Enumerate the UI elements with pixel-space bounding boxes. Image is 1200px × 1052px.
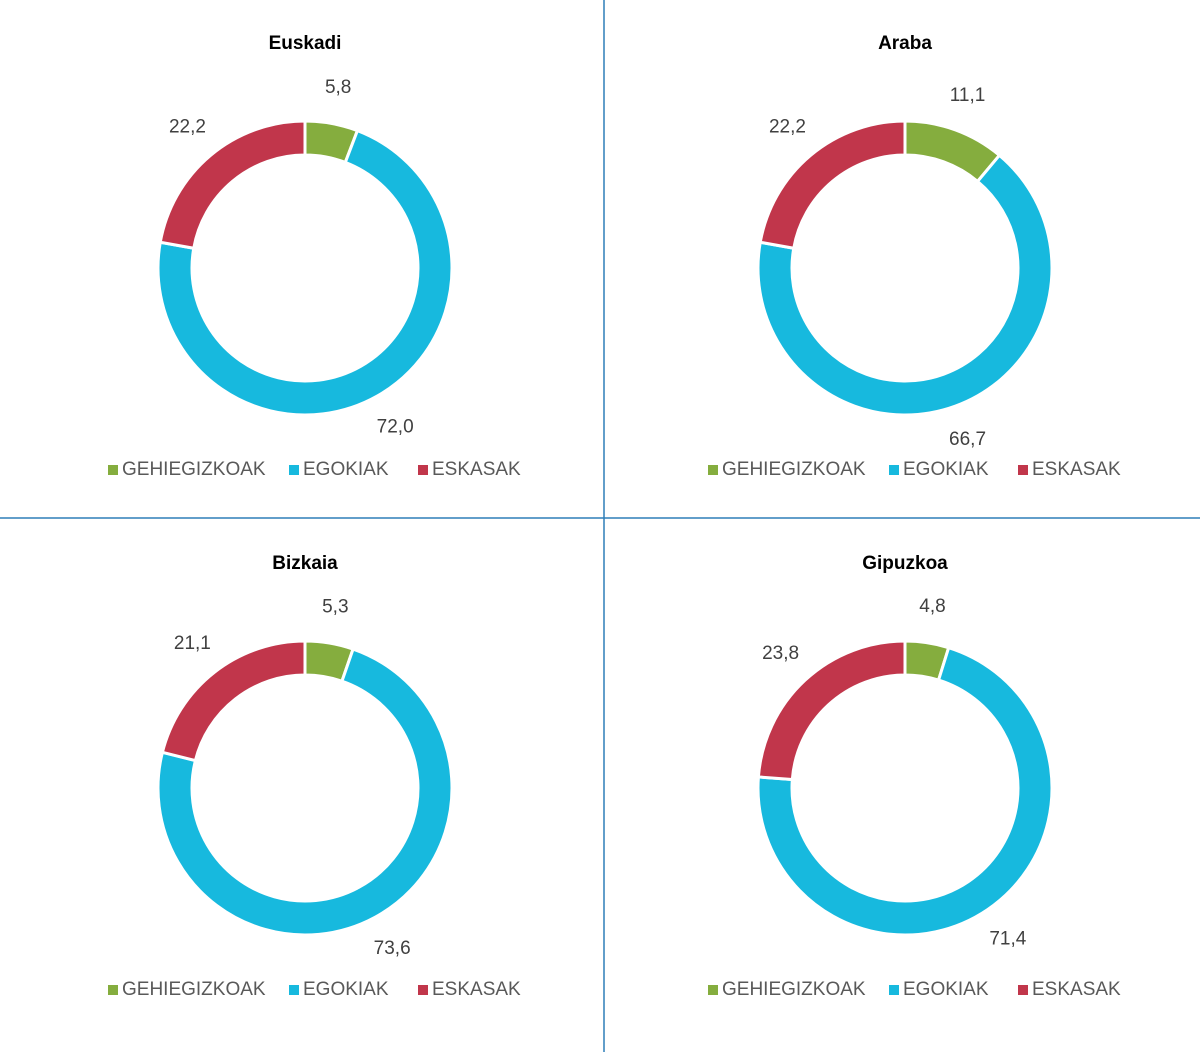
legend-label: ESKASAK [1032, 979, 1121, 1000]
legend-label: EGOKIAK [903, 459, 989, 480]
legend-swatch [1018, 465, 1028, 475]
legend-label: ESKASAK [1032, 459, 1121, 480]
legend-label: GEHIEGIZKOAK [722, 459, 866, 480]
data-label: 72,0 [377, 416, 414, 437]
donut-segment [156, 647, 454, 937]
legend-swatch [418, 465, 428, 475]
data-label: 5,8 [325, 77, 351, 98]
data-label: 71,4 [989, 928, 1026, 949]
legend-label: EGOKIAK [303, 459, 389, 480]
legend-swatch [708, 985, 718, 995]
data-label: 4,8 [919, 596, 945, 617]
data-label: 5,3 [322, 597, 348, 618]
legend-swatch [418, 985, 428, 995]
donut-segment [758, 119, 907, 250]
data-label: 66,7 [949, 429, 986, 450]
legend-label: EGOKIAK [303, 979, 389, 1000]
chart-title: Gipuzkoa [862, 553, 948, 574]
data-label: 22,2 [169, 117, 206, 138]
legend-label: ESKASAK [432, 459, 521, 480]
data-label: 22,2 [769, 117, 806, 138]
legend-swatch [108, 465, 118, 475]
chart-title: Bizkaia [272, 553, 338, 574]
legend-swatch [1018, 985, 1028, 995]
data-label: 11,1 [950, 85, 986, 106]
legend-label: GEHIEGIZKOAK [122, 459, 266, 480]
donut-segment [756, 153, 1054, 417]
legend-swatch [889, 465, 899, 475]
legend-swatch [289, 465, 299, 475]
donut-segment [756, 639, 907, 782]
legend-swatch [289, 985, 299, 995]
data-label: 73,6 [374, 938, 411, 959]
donut-segment [156, 128, 454, 417]
chart-title: Araba [878, 33, 932, 54]
legend-label: EGOKIAK [903, 979, 989, 1000]
donut-segment [158, 119, 307, 250]
chart-title: Euskadi [269, 33, 342, 54]
legend-swatch [889, 985, 899, 995]
data-label: 23,8 [762, 643, 799, 664]
legend-label: ESKASAK [432, 979, 521, 1000]
legend-label: GEHIEGIZKOAK [722, 979, 866, 1000]
legend-swatch [108, 985, 118, 995]
data-label: 21,1 [174, 633, 211, 654]
donut-segment [160, 639, 307, 763]
legend-swatch [708, 465, 718, 475]
donut-segment [756, 645, 1054, 937]
legend-label: GEHIEGIZKOAK [122, 979, 266, 1000]
